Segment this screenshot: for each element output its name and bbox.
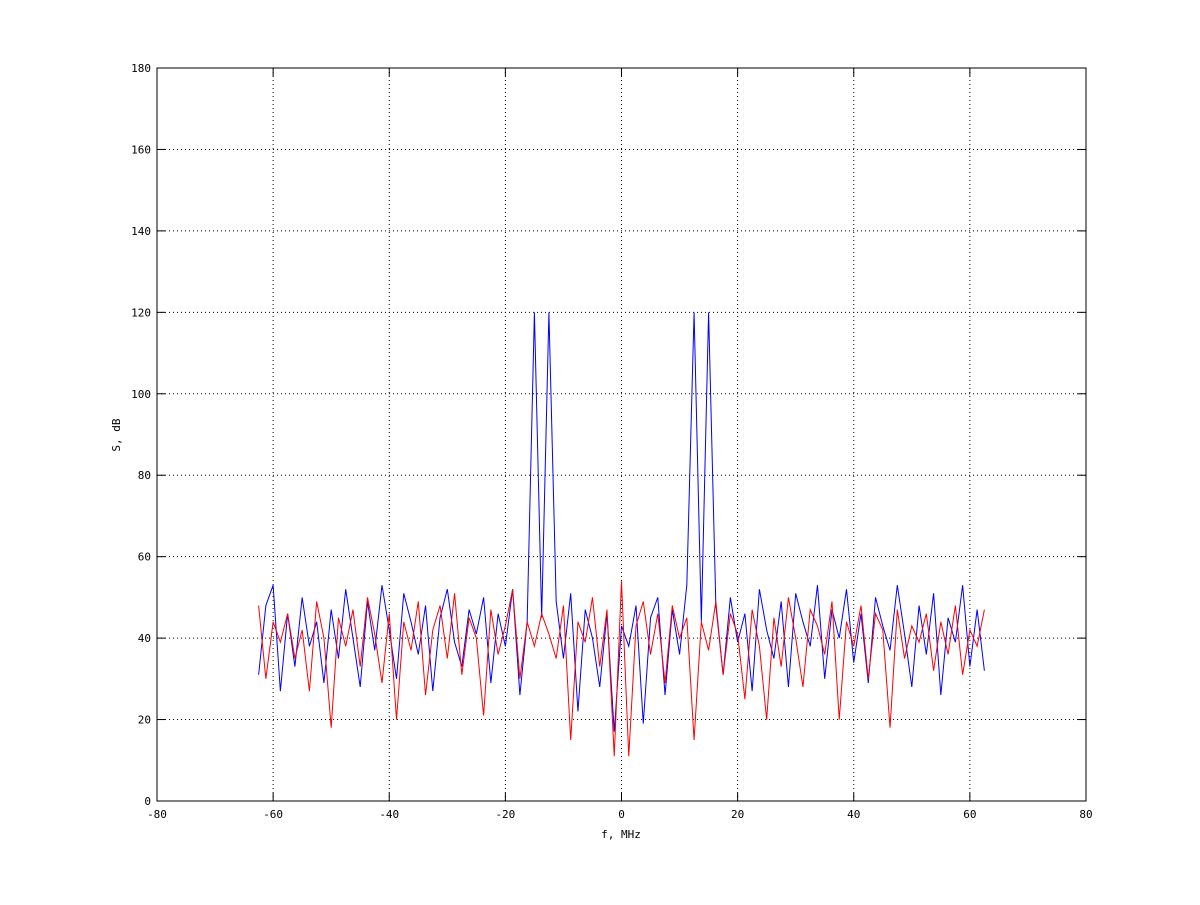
y-tick-label: 0 [144,795,151,808]
axes-box [156,67,1087,802]
x-tick-label: -40 [379,808,399,821]
series-line [258,312,985,732]
x-tick-label: 0 [618,808,625,821]
x-tick-label: 60 [963,808,976,821]
y-tick-label: 40 [138,632,151,645]
x-tick-label: 80 [1079,808,1092,821]
x-tick-label: -60 [263,808,283,821]
x-tick-label: 40 [847,808,860,821]
x-tick-label: 20 [731,808,744,821]
y-tick-label: 100 [131,388,151,401]
plot-area [157,68,1086,801]
y-tick-label: 80 [138,469,151,482]
y-tick-label: 20 [138,714,151,727]
y-tick-label: 140 [131,225,151,238]
y-axis-label: S, dB [110,418,123,451]
x-tick-label: -20 [495,808,515,821]
series-line [258,581,985,757]
y-tick-label: 60 [138,551,151,564]
y-tick-label: 160 [131,143,151,156]
y-tick-label: 120 [131,306,151,319]
x-tick-label: -80 [147,808,167,821]
x-axis-label: f, MHz [601,828,641,841]
y-tick-label: 180 [131,62,151,75]
